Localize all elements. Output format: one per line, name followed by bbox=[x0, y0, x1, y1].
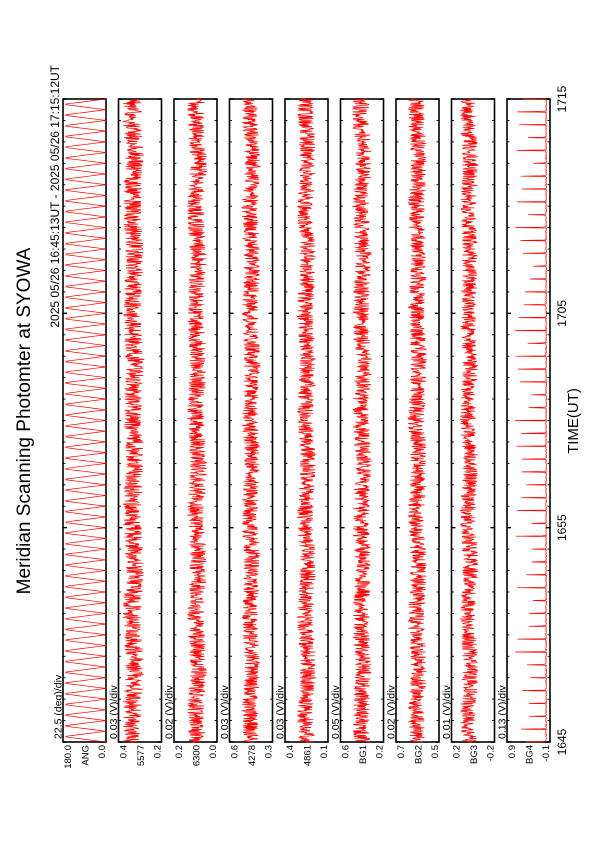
panel-channel-name: 5577 bbox=[136, 745, 147, 766]
y-tick-label: 0.6 bbox=[230, 745, 241, 758]
panel-4861: 0.03 (V)/div 0.4 0.1 4861 bbox=[275, 98, 330, 766]
y-tick-label: 0.4 bbox=[119, 745, 130, 758]
y-tick-label: 0.1 bbox=[319, 745, 330, 758]
y-tick-label: 0.9 bbox=[507, 745, 518, 758]
x-axis-label: TIME(UT) bbox=[565, 388, 582, 454]
time-range-label: 2025 05/26 16:45:13UT - 2025 05/26 17:15… bbox=[48, 64, 62, 327]
x-tick-label: 1645 bbox=[555, 728, 569, 755]
y-tick-label: 0.3 bbox=[264, 745, 275, 758]
panel-scale-label: 22.5 (deg)/div bbox=[53, 674, 65, 739]
panel-frame bbox=[62, 98, 107, 743]
panel-scale-label: 0.03 (V)/div bbox=[275, 685, 287, 739]
series-line-bg1 bbox=[352, 98, 372, 743]
series-line-5577 bbox=[122, 98, 145, 743]
y-tick-label: -0.2 bbox=[486, 745, 497, 761]
y-tick-label: 0.5 bbox=[430, 745, 441, 758]
x-tick-label: 1705 bbox=[555, 300, 569, 327]
series-line-4861 bbox=[296, 98, 317, 743]
panel-channel-name: BG3 bbox=[469, 745, 480, 764]
panel-6300: 0.02 (V)/div 0.2 0.0 6300 bbox=[164, 98, 219, 766]
panel-bg3: 0.01 (V)/div 0.2 -0.2 BG3 bbox=[441, 98, 497, 764]
panel-scale-label: 0.02 (V)/div bbox=[164, 685, 176, 739]
panel-channel-name: 4861 bbox=[303, 745, 314, 766]
y-tick-label: 0.2 bbox=[452, 745, 463, 758]
panel-scale-label: 0.13 (V)/div bbox=[497, 685, 509, 739]
panel-4278: 0.03 (V)/div 0.6 0.3 4278 bbox=[219, 98, 275, 766]
y-tick-label: 0.4 bbox=[285, 745, 296, 758]
panel-channel-name: BG4 bbox=[525, 745, 536, 764]
panel-scale-label: 0.05 (V)/div bbox=[330, 685, 342, 739]
y-tick-label: 0.6 bbox=[341, 745, 352, 758]
panel-scale-label: 0.03 (V)/div bbox=[108, 685, 120, 739]
y-tick-label: 180.0 bbox=[63, 745, 74, 769]
panel-channel-name: ANG bbox=[81, 745, 92, 766]
panels: 22.5 (deg)/div 180.0 0.0 ANG 0.03 (V)/div 0.4… bbox=[53, 98, 552, 769]
panel-channel-name: 6300 bbox=[192, 745, 203, 766]
x-axis-ticks: 1645 1655 1705 1715 bbox=[555, 85, 569, 755]
y-tick-label: 0.7 bbox=[396, 745, 407, 758]
y-tick-label: 0.0 bbox=[97, 745, 108, 758]
y-tick-label: 0.0 bbox=[208, 745, 219, 758]
y-tick-label: -0.1 bbox=[541, 745, 552, 761]
series-line-bg2 bbox=[407, 98, 428, 743]
y-tick-label: 0.2 bbox=[174, 745, 185, 758]
series-line-ang bbox=[65, 98, 107, 743]
panel-bg4: 0.13 (V)/div 0.9 -0.1 BG4 bbox=[497, 98, 552, 764]
x-tick-label: 1715 bbox=[555, 85, 569, 112]
chart-title: Meridian Scanning Photomter at SYOWA bbox=[14, 247, 35, 594]
panel-channel-name: 4278 bbox=[247, 745, 258, 766]
panel-scale-label: 0.02 (V)/div bbox=[386, 685, 398, 739]
panel-bg1: 0.05 (V)/div 0.6 0.2 BG1 bbox=[330, 98, 386, 764]
panel-scale-label: 0.03 (V)/div bbox=[219, 685, 231, 739]
series-line-bg4 bbox=[514, 98, 548, 743]
panel-channel-name: BG2 bbox=[414, 745, 425, 764]
panel-5577: 0.03 (V)/div 0.4 0.2 5577 bbox=[108, 98, 164, 766]
series-line-4278 bbox=[240, 98, 262, 743]
series-line-bg3 bbox=[459, 98, 479, 743]
rotated-plot-group: Meridian Scanning Photomter at SYOWA 202… bbox=[14, 64, 582, 768]
panel-ang: 22.5 (deg)/div 180.0 0.0 ANG bbox=[53, 98, 108, 769]
x-tick-label: 1655 bbox=[555, 514, 569, 541]
y-tick-label: 0.2 bbox=[375, 745, 386, 758]
series-line-6300 bbox=[187, 98, 209, 743]
panel-channel-name: BG1 bbox=[358, 745, 369, 764]
panel-scale-label: 0.01 (V)/div bbox=[441, 685, 453, 739]
panel-bg2: 0.02 (V)/div 0.7 0.5 BG2 bbox=[386, 98, 441, 764]
y-tick-label: 0.2 bbox=[153, 745, 164, 758]
